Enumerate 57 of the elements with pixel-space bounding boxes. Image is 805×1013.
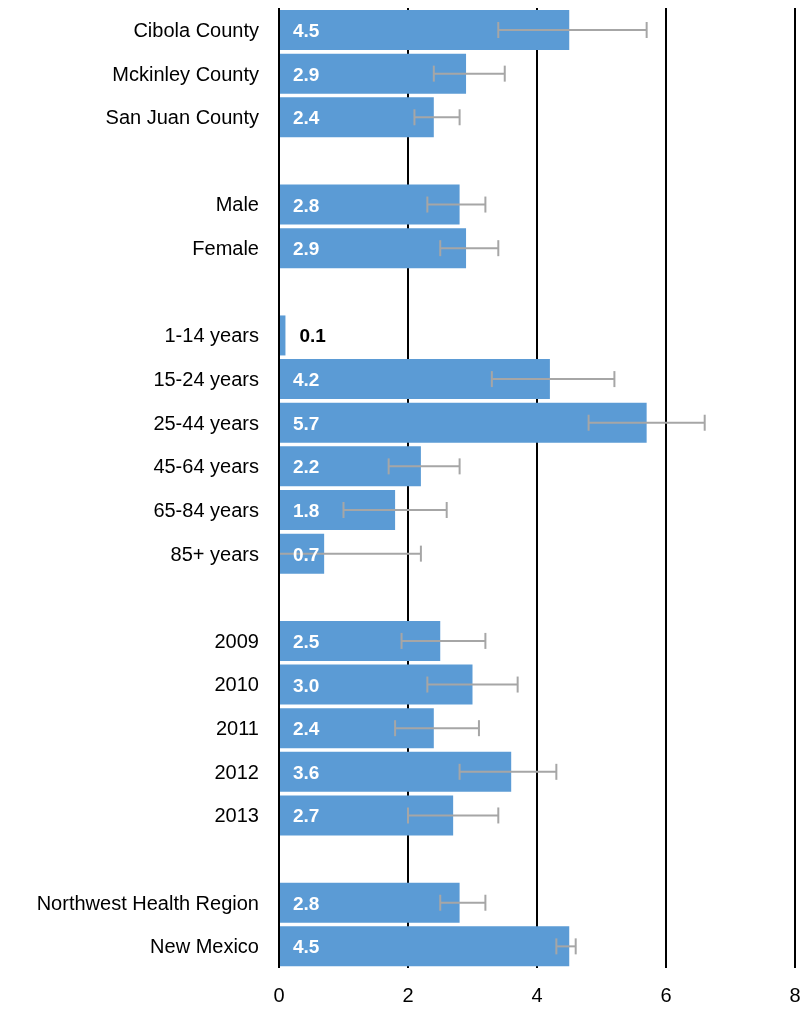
data-label: 2.8 — [293, 892, 320, 914]
bar — [279, 795, 454, 836]
x-tick-label: 6 — [660, 984, 672, 1007]
y-tick-label: 2010 — [214, 673, 259, 696]
y-tick-label: Cibola County — [133, 18, 259, 41]
data-label: 2.2 — [293, 456, 320, 478]
bar — [279, 664, 473, 705]
data-label: 2.8 — [293, 194, 320, 216]
y-tick-label: Northwest Health Region — [36, 891, 259, 914]
y-tick-label: 15-24 years — [153, 368, 259, 391]
y-tick-label: 2012 — [214, 760, 259, 783]
bar — [279, 97, 434, 138]
y-tick-label: 25-44 years — [153, 411, 259, 434]
bar — [279, 926, 570, 967]
data-label: 2.5 — [293, 630, 320, 652]
bar — [279, 53, 467, 94]
data-label: 4.5 — [293, 20, 320, 41]
data-label: 4.2 — [293, 369, 320, 391]
bar — [279, 620, 441, 661]
y-tick-label: New Mexico — [150, 935, 259, 958]
data-label: 2.4 — [293, 107, 320, 129]
data-label: 3.0 — [293, 674, 320, 696]
y-tick-label: 45-64 years — [153, 455, 259, 478]
data-label: 2.9 — [293, 238, 320, 260]
data-label: 4.5 — [293, 936, 320, 958]
y-tick-label: San Juan County — [105, 106, 259, 129]
y-tick-label: Mckinley County — [112, 62, 259, 85]
bar — [279, 446, 421, 487]
y-tick-label: Male — [215, 193, 259, 216]
x-tick-label: 8 — [789, 984, 801, 1007]
data-label: 0.1 — [299, 325, 327, 347]
data-label: 1.8 — [293, 500, 320, 521]
x-tick-label: 4 — [531, 984, 543, 1007]
y-tick-label: 2011 — [215, 717, 259, 740]
bar — [279, 751, 512, 792]
bar — [279, 359, 550, 400]
bar — [279, 184, 460, 225]
data-label: 2.9 — [293, 63, 320, 85]
bar — [279, 402, 647, 443]
x-tick-label: 0 — [273, 984, 285, 1007]
bar — [279, 882, 460, 923]
y-tick-label: 1-14 years — [164, 324, 259, 347]
data-label: 5.7 — [293, 412, 320, 434]
y-tick-label: 85+ years — [170, 542, 259, 565]
y-tick-label: 2013 — [214, 804, 259, 827]
data-label: 2.7 — [293, 805, 320, 827]
bar — [279, 490, 396, 530]
y-tick-label: Female — [192, 237, 259, 260]
data-label: 0.7 — [293, 543, 320, 565]
y-tick-label: 65-84 years — [153, 498, 259, 521]
x-tick-label: 2 — [402, 984, 414, 1007]
bar — [279, 708, 434, 749]
data-label: 3.6 — [293, 761, 320, 783]
bar — [279, 10, 570, 50]
y-tick-label: 2009 — [214, 629, 259, 652]
data-label: 2.4 — [293, 718, 320, 740]
bar — [279, 228, 467, 269]
